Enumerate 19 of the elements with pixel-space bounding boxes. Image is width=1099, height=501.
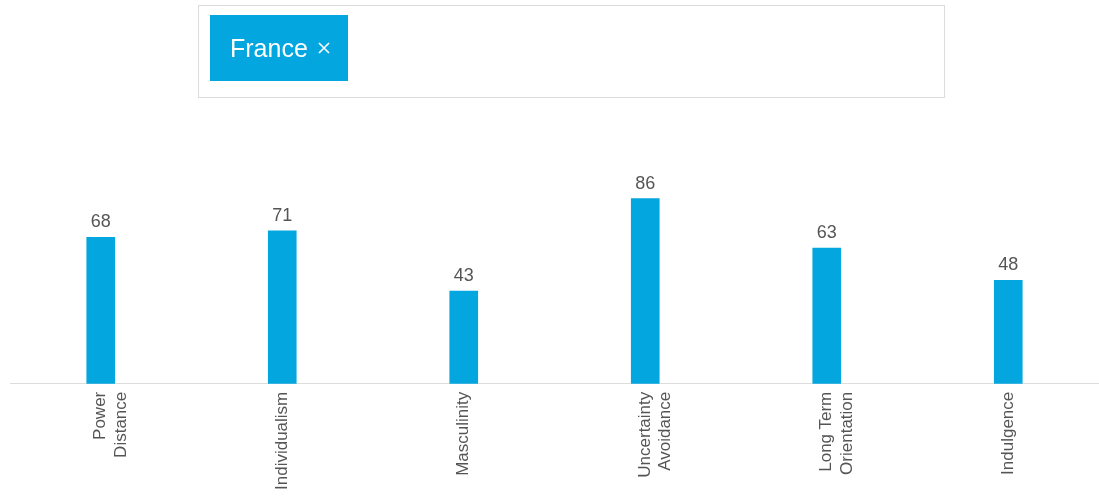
bar bbox=[449, 290, 479, 384]
x-tick-label: Individualism bbox=[271, 391, 291, 490]
chart-title: France bbox=[230, 33, 308, 63]
x-tick-label: Uncertainty Avoidance bbox=[634, 391, 675, 478]
bar bbox=[86, 237, 116, 384]
x-tick-label: Indulgence bbox=[997, 391, 1017, 475]
data-label: 71 bbox=[272, 204, 293, 225]
data-label: 48 bbox=[998, 254, 1019, 275]
data-label: 68 bbox=[90, 211, 111, 232]
x-tick-label: Masculinity bbox=[453, 391, 473, 476]
x-tick-label: Long Term Orientation bbox=[816, 391, 856, 475]
data-label: 63 bbox=[816, 222, 837, 243]
bar bbox=[630, 198, 660, 384]
data-label: 43 bbox=[453, 265, 474, 286]
x-tick-label: Power Distance bbox=[90, 391, 130, 458]
data-label: 86 bbox=[635, 172, 656, 193]
bar bbox=[993, 280, 1023, 384]
bar bbox=[812, 247, 842, 384]
bar bbox=[267, 230, 297, 384]
